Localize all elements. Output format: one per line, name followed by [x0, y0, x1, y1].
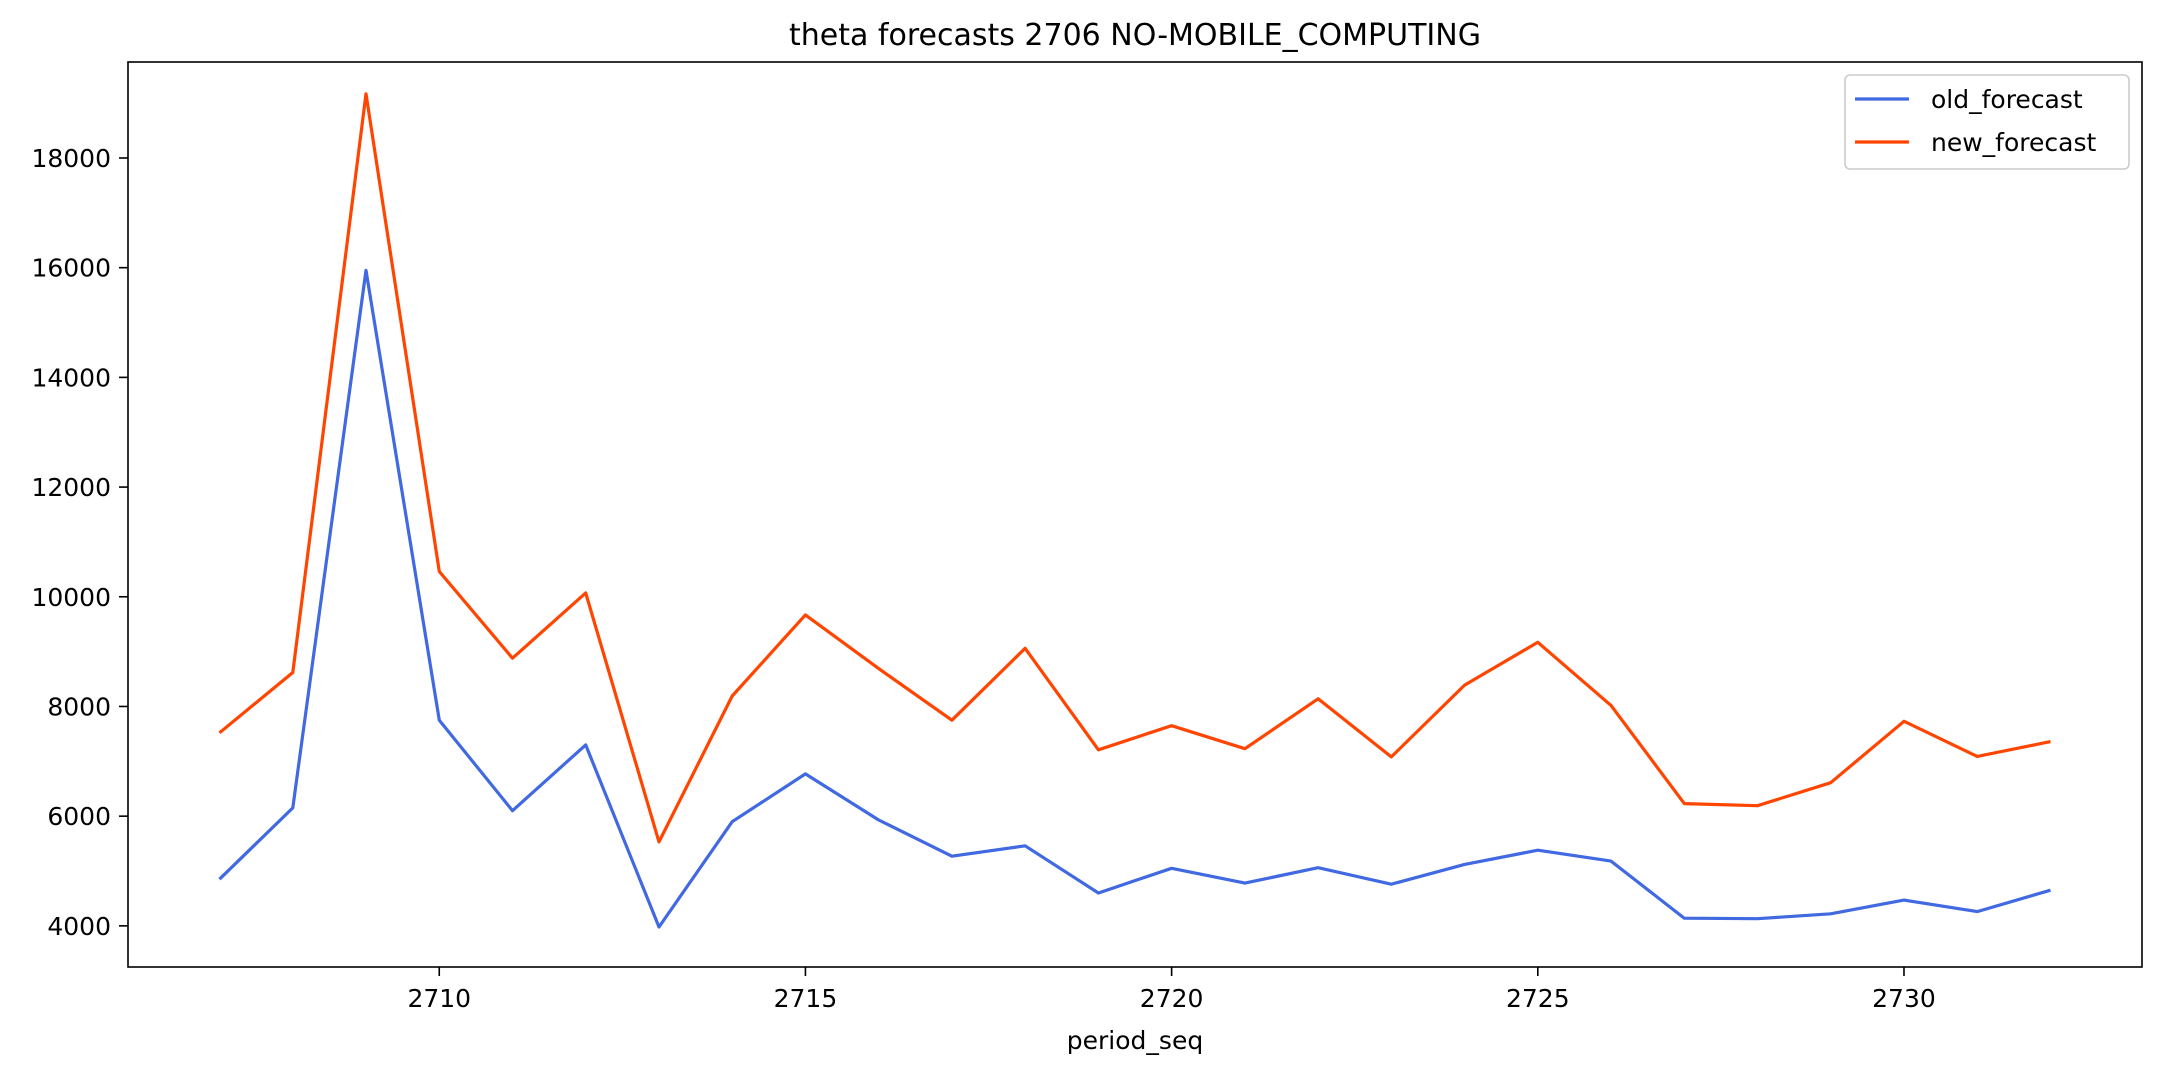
- y-axis: 4000 6000 8000 10000 12000 14000 16000 18000: [31, 144, 128, 941]
- y-tick-label: 8000: [47, 692, 111, 721]
- y-tick-label: 4000: [47, 912, 111, 941]
- y-tick-label: 6000: [47, 802, 111, 831]
- y-tick-label: 14000: [31, 363, 111, 392]
- y-tick-label: 16000: [31, 254, 111, 283]
- series-line-new-forecast: [218, 92, 2051, 844]
- legend-label-old-forecast: old_forecast: [1931, 85, 2083, 114]
- x-tick-label: 2710: [407, 984, 471, 1013]
- series-line-old-forecast: [218, 268, 2051, 929]
- chart-title: theta forecasts 2706 NO-MOBILE_COMPUTING: [789, 18, 1481, 53]
- x-tick-label: 2730: [1872, 984, 1936, 1013]
- y-tick-label: 18000: [31, 144, 111, 173]
- series-lines: [218, 92, 2051, 929]
- x-tick-label: 2720: [1140, 984, 1204, 1013]
- legend: old_forecast new_forecast: [1844, 74, 2130, 170]
- x-tick-label: 2715: [774, 984, 838, 1013]
- legend-label-new-forecast: new_forecast: [1931, 128, 2096, 157]
- x-axis-label: period_seq: [1067, 1026, 1203, 1055]
- x-tick-label: 2725: [1506, 984, 1570, 1013]
- x-axis: 2710 2715 2720 2725 2730: [407, 967, 1936, 1013]
- plot-area-frame: [127, 61, 2143, 968]
- legend-box: [1844, 74, 2130, 170]
- y-tick-label: 12000: [31, 473, 111, 502]
- y-tick-label: 10000: [31, 583, 111, 612]
